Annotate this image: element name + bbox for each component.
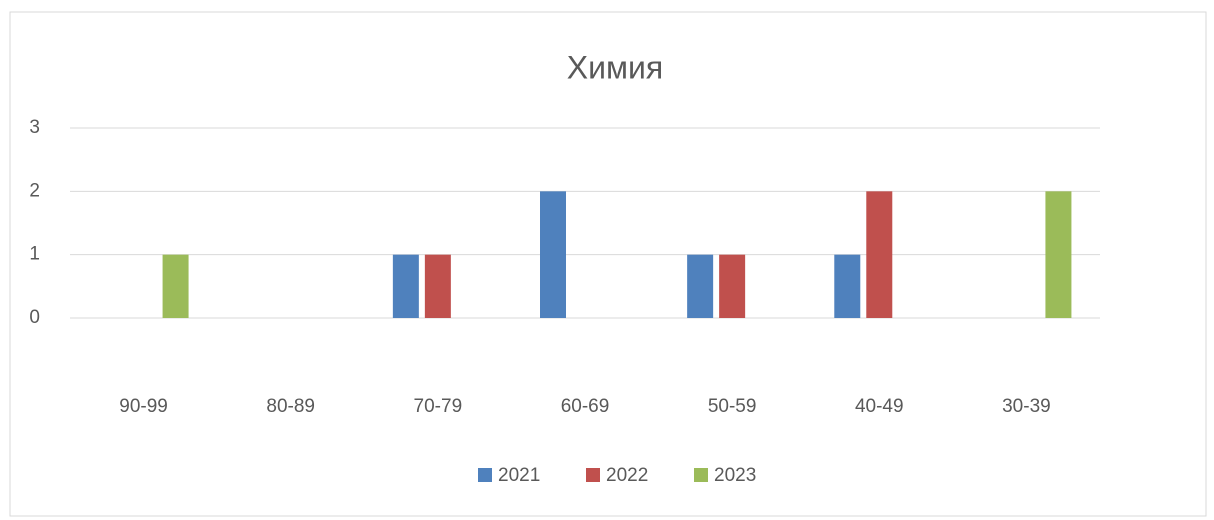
y-tick-label: 0 xyxy=(29,307,40,328)
legend-swatch xyxy=(586,468,600,482)
y-tick-label: 1 xyxy=(29,244,40,265)
x-tick-label: 40-49 xyxy=(855,396,904,417)
x-tick-label: 80-89 xyxy=(266,396,315,417)
chart-title: Химия xyxy=(567,49,663,85)
legend-label: 2021 xyxy=(498,465,540,486)
bar xyxy=(866,191,893,318)
bar xyxy=(162,254,189,318)
y-tick-label: 2 xyxy=(29,180,40,201)
legend-swatch xyxy=(478,468,492,482)
legend-swatch xyxy=(694,468,708,482)
bar xyxy=(1045,191,1072,318)
bar xyxy=(540,191,566,318)
chart-frame xyxy=(9,11,1207,517)
bar xyxy=(687,254,714,318)
legend-label: 2023 xyxy=(714,465,756,486)
x-tick-label: 50-59 xyxy=(708,396,757,417)
bar xyxy=(834,254,861,318)
x-tick-label: 70-79 xyxy=(414,396,463,417)
legend-label: 2022 xyxy=(606,465,648,486)
bar xyxy=(392,254,419,318)
x-tick-label: 60-69 xyxy=(561,396,610,417)
y-tick-label: 3 xyxy=(29,117,40,138)
bar xyxy=(424,254,451,318)
x-tick-label: 30-39 xyxy=(1002,396,1051,417)
x-tick-label: 90-99 xyxy=(119,396,168,417)
bar xyxy=(719,254,746,318)
